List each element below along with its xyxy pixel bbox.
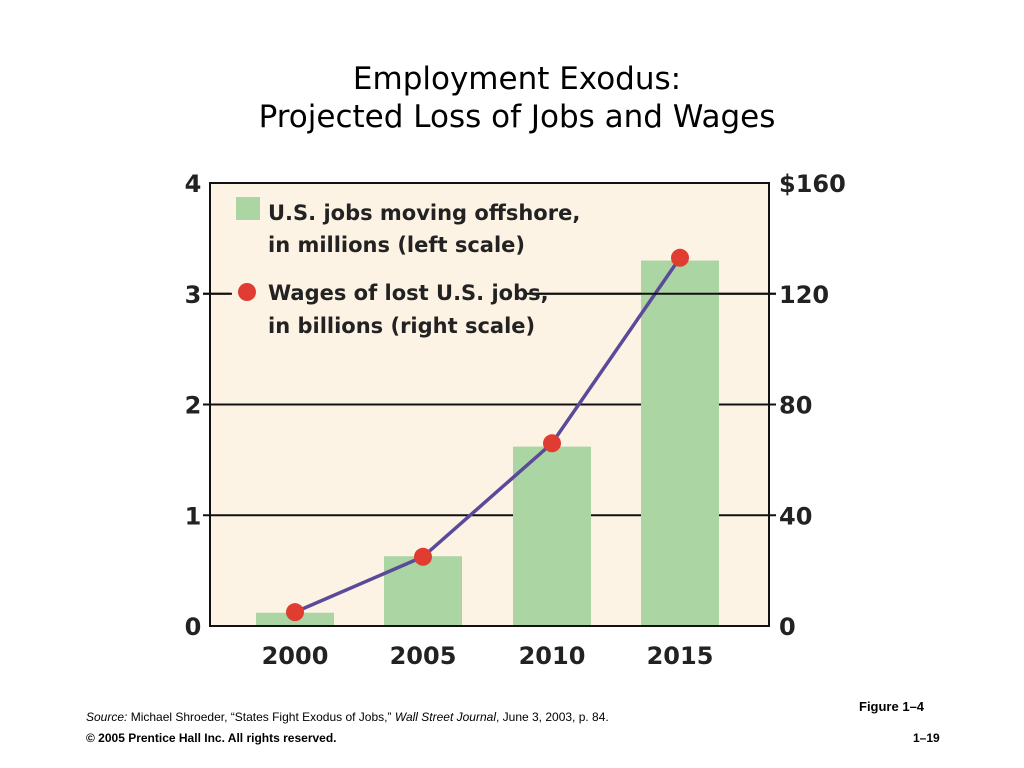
- legend-label-jobs-line1: U.S. jobs moving offshore,: [268, 201, 580, 225]
- left-tick-label: 4: [185, 170, 202, 198]
- x-tick-label-2010: 2010: [519, 642, 586, 670]
- left-tick-label: 1: [185, 502, 202, 530]
- source-prefix: Source:: [86, 710, 128, 724]
- legend-label-jobs-line2: in millions (left scale): [268, 233, 525, 257]
- legend-label-wages-line1: Wages of lost U.S. jobs,: [268, 281, 549, 305]
- copyright: © 2005 Prentice Hall Inc. All rights res…: [86, 731, 337, 745]
- right-tick-label: 0: [779, 613, 796, 641]
- wage-point-2015: [671, 248, 689, 267]
- bar-2010: [513, 446, 591, 626]
- source-journal: Wall Street Journal: [394, 710, 496, 724]
- legend-marker-wages: [238, 283, 256, 301]
- legend-background: [230, 192, 530, 344]
- wages-line: [294, 256, 682, 614]
- x-tick-label-2005: 2005: [390, 642, 457, 670]
- source-citation: Source: Michael Shroeder, “States Fight …: [86, 710, 609, 724]
- bar-2015: [641, 260, 719, 626]
- right-tick-label: 80: [779, 392, 812, 420]
- title-line-2: Projected Loss of Jobs and Wages: [258, 99, 776, 135]
- right-tick-label: $160: [779, 170, 846, 198]
- left-tick-label: 0: [185, 613, 202, 641]
- wage-point-2000: [286, 603, 304, 622]
- source-author: Michael Shroeder, “States Fight Exodus o…: [127, 710, 395, 724]
- x-tick-label-2000: 2000: [262, 642, 329, 670]
- plot-frame: [209, 182, 770, 627]
- right-tick-label: 40: [779, 502, 812, 530]
- left-tick-label: 3: [185, 281, 202, 309]
- legend-swatch-jobs: [236, 197, 260, 220]
- title-line-1: Employment Exodus:: [352, 61, 682, 97]
- slide-title: Employment Exodus: Projected Loss of Job…: [0, 60, 1024, 136]
- source-suffix: , June 3, 2003, p. 84.: [495, 710, 609, 724]
- page-number: 1–19: [913, 731, 940, 745]
- figure-label: Figure 1–4: [859, 699, 925, 714]
- wage-point-2010: [543, 434, 561, 453]
- wage-point-2005: [414, 547, 432, 566]
- left-tick-label: 2: [185, 392, 202, 420]
- legend-label-wages-line2: in billions (right scale): [268, 314, 535, 338]
- right-tick-label: 120: [779, 281, 829, 309]
- x-tick-label-2015: 2015: [647, 642, 714, 670]
